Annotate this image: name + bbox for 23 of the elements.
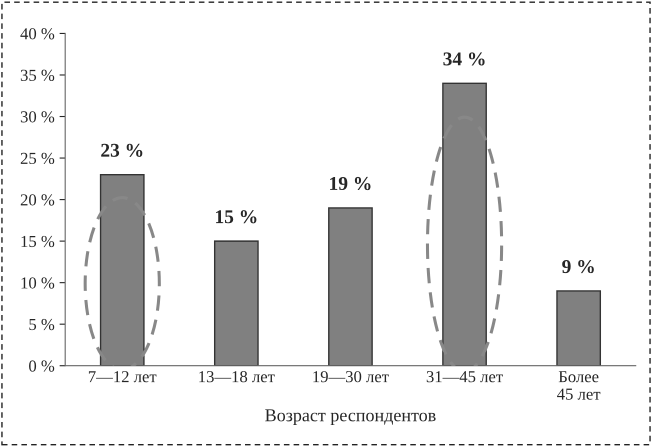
bar xyxy=(214,240,259,366)
y-tick-label: 10 % xyxy=(22,277,54,289)
data-label: 15 % xyxy=(216,210,256,224)
y-tick-label: 20 % xyxy=(20,194,54,206)
y-tick-label: 25 % xyxy=(20,152,54,164)
x-tick-label: Более 45 лет xyxy=(557,371,600,400)
y-tick-label: 5 % xyxy=(29,318,54,330)
data-label: 9 % xyxy=(562,260,594,274)
x-tick-label: 31—45 лет xyxy=(426,371,503,382)
y-tick-label: 0 % xyxy=(29,360,54,372)
y-tick-label: 30 % xyxy=(20,111,54,123)
y-tick-label: 40 % xyxy=(20,28,54,40)
data-label: 23 % xyxy=(101,144,142,157)
x-tick-label: 13—18 лет xyxy=(199,371,275,382)
x-tick-label: 19—30 лет xyxy=(313,371,389,382)
x-axis-title: Возраст респондентов xyxy=(265,409,436,426)
bar xyxy=(556,290,602,366)
y-tick-label: 35 % xyxy=(20,70,54,81)
data-label: 19 % xyxy=(330,176,370,190)
data-label: 34 % xyxy=(443,52,485,66)
bar xyxy=(328,207,373,366)
y-tick-label: 15 % xyxy=(22,236,54,248)
x-tick-label: 7—12 лет xyxy=(88,371,156,382)
